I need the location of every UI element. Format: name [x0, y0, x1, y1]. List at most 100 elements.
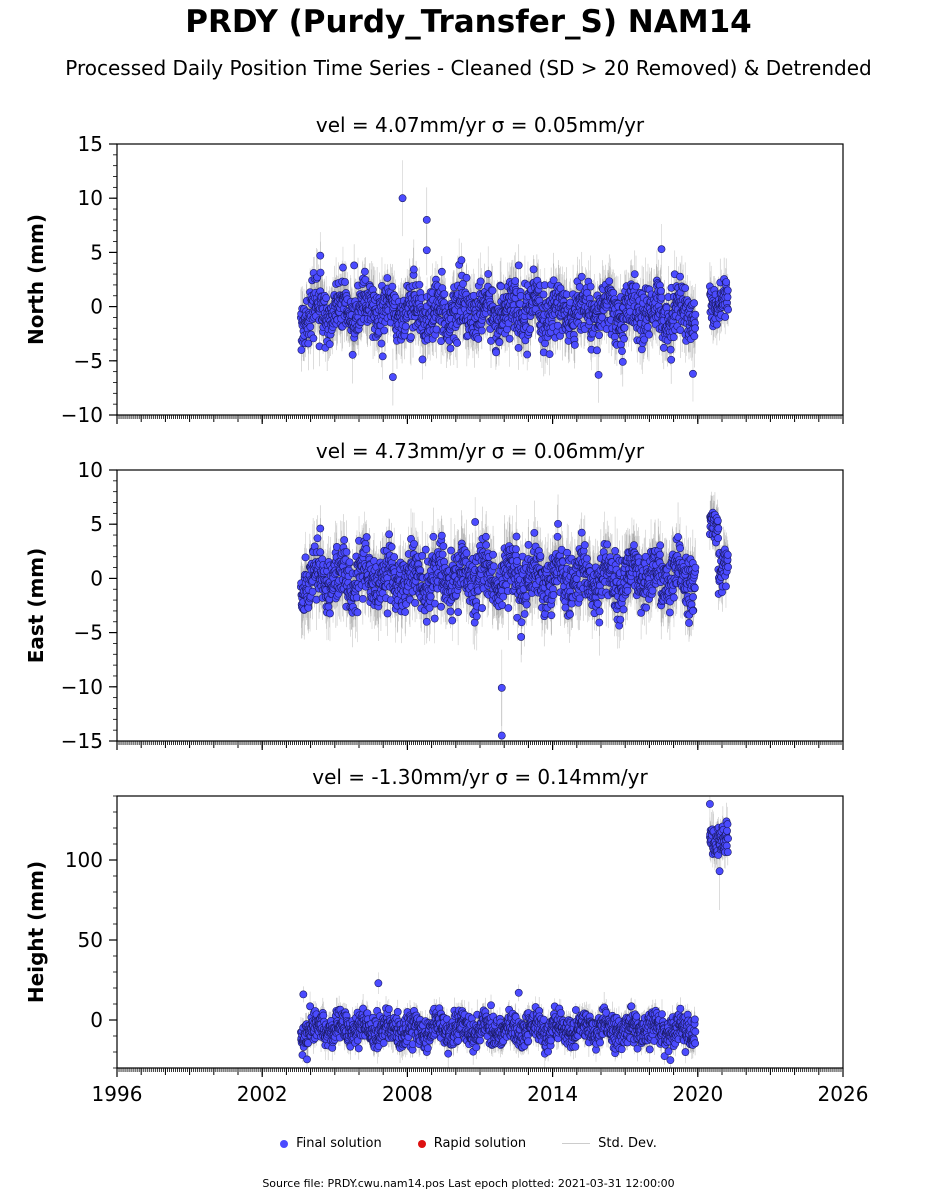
data-point [657, 287, 665, 295]
data-point [632, 282, 640, 291]
data-point [514, 343, 523, 352]
data-point [306, 322, 315, 331]
data-point [620, 323, 629, 332]
y-tick-label: 0 [90, 295, 103, 319]
data-point [309, 334, 318, 343]
data-point [422, 246, 431, 255]
data-point [322, 294, 331, 302]
data-point [383, 274, 392, 282]
data-point [446, 344, 455, 353]
data-point [526, 325, 535, 334]
data-point [577, 272, 586, 281]
data-point [440, 290, 449, 298]
data-point [659, 343, 668, 352]
time-series-figure: −10 −5 0 5 10 15 vel = 4.07mm/yr σ = 0.05mm/yr… [24, 113, 868, 1106]
chart-title: PRDY (Purdy_Transfer_S) NAM14 [185, 4, 752, 40]
data-point [605, 277, 614, 286]
data-point [645, 330, 653, 339]
data-point [325, 340, 334, 349]
data-point [721, 313, 730, 321]
data-point [459, 279, 467, 288]
data-point [378, 352, 387, 361]
data-point [407, 333, 415, 341]
data-point [476, 277, 485, 286]
data-point [618, 357, 627, 366]
data-point [398, 194, 407, 203]
data-point [360, 267, 369, 276]
data-point [722, 278, 731, 286]
data-point [348, 350, 357, 359]
data-point [474, 334, 483, 343]
data-point [681, 284, 690, 293]
data-point [477, 326, 486, 335]
data-point [453, 339, 462, 347]
panel-title-north: vel = 4.07mm/yr σ = 0.05mm/yr [316, 113, 645, 137]
plot-area-east [297, 491, 732, 741]
data-point [418, 355, 427, 364]
data-point [570, 341, 579, 349]
data-point [667, 355, 676, 364]
data-point [361, 275, 370, 284]
data-point [690, 299, 699, 308]
data-point [437, 267, 446, 276]
data-point [415, 280, 424, 289]
data-point [495, 338, 504, 347]
data-point [643, 323, 652, 331]
data-point [595, 331, 603, 340]
data-point [723, 293, 732, 302]
data-point [497, 282, 505, 291]
data-point [350, 261, 359, 270]
data-point [339, 263, 347, 272]
data-point [657, 293, 666, 302]
data-point [380, 326, 389, 335]
data-point [669, 333, 678, 342]
data-point [341, 278, 349, 286]
data-point [724, 305, 732, 314]
data-point [377, 339, 386, 348]
data-point [640, 335, 649, 344]
data-point [637, 345, 646, 354]
data-point [523, 350, 532, 359]
y-tick-label: 5 [90, 240, 103, 264]
final-solution-points-north [297, 194, 732, 381]
data-point [657, 245, 666, 254]
data-point [545, 350, 554, 359]
plot-area-north [297, 160, 732, 406]
y-tick-label: −10 [61, 403, 103, 427]
data-point [511, 277, 520, 285]
data-point [676, 272, 684, 281]
y-tick-label: 10 [78, 186, 103, 210]
y-tick-label: 15 [78, 132, 103, 156]
data-point [691, 324, 700, 333]
data-point [594, 370, 603, 379]
data-point [469, 291, 478, 300]
data-point [514, 261, 523, 270]
data-point [401, 322, 410, 331]
data-point [618, 347, 626, 356]
data-point [598, 313, 607, 322]
data-point [666, 345, 675, 354]
data-point [689, 369, 697, 378]
data-point [609, 289, 618, 297]
data-point [620, 334, 628, 343]
data-point [539, 290, 548, 299]
data-point [723, 286, 732, 295]
data-point [676, 326, 685, 334]
data-point [297, 346, 306, 354]
data-point [304, 339, 313, 348]
x-minor-ticks-north [116, 415, 844, 422]
panel-north: −10 −5 0 5 10 15 vel = 4.07mm/yr σ = 0.05mm/yr… [24, 113, 844, 427]
data-point [388, 373, 397, 381]
data-point [586, 282, 595, 291]
data-point [462, 273, 471, 282]
data-point [691, 310, 700, 319]
data-point [457, 256, 466, 265]
data-point [388, 282, 397, 291]
data-point [713, 320, 721, 329]
data-point [690, 332, 699, 341]
data-point [492, 348, 501, 357]
y-axis-label-north: North (mm) [24, 214, 48, 345]
chart-subtitle: Processed Daily Position Time Series - C… [65, 56, 872, 80]
data-point [593, 346, 601, 355]
